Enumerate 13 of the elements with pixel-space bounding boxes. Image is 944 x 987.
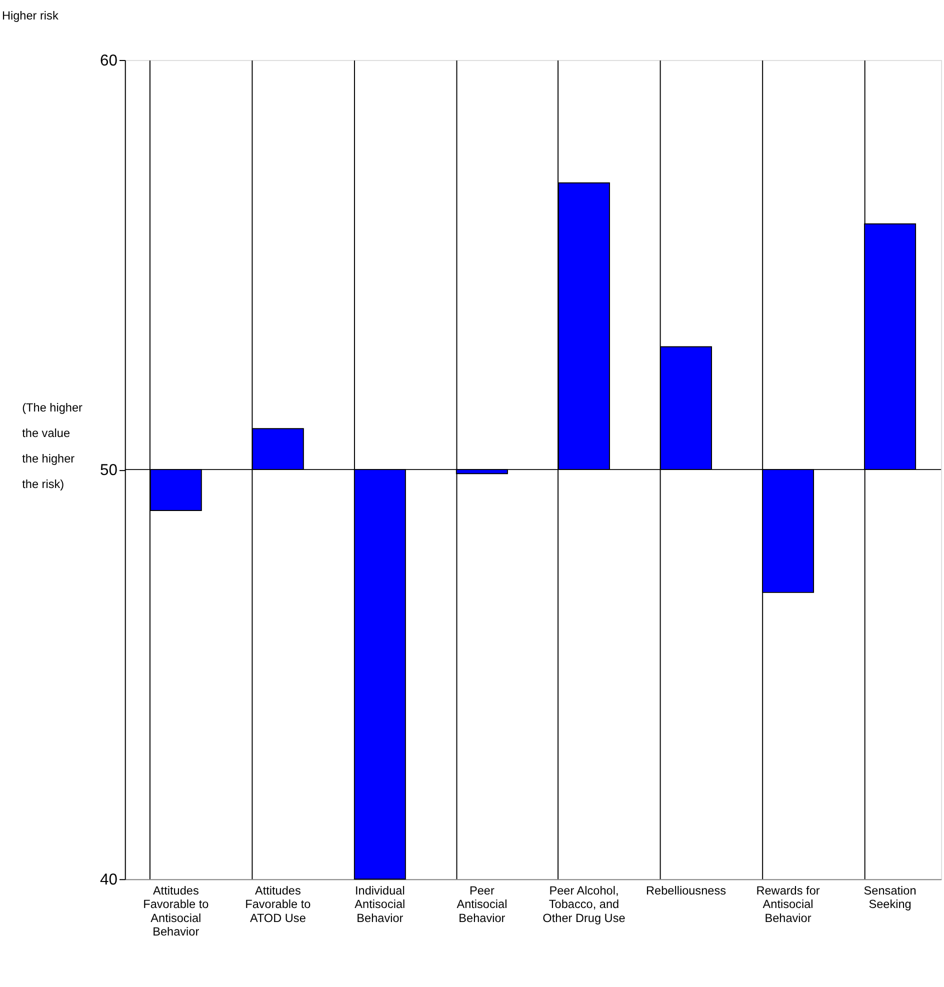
- x-tick-label: Individual Antisocial Behavior: [354, 883, 406, 925]
- y-tick-label: 40: [100, 872, 118, 889]
- y-axis-title: (The higher the value the higher the risk): [22, 400, 83, 492]
- y-tick-label: 60: [100, 52, 118, 70]
- x-tick-label: Rebelliousness: [646, 883, 726, 898]
- x-tick-label: Peer Alcohol, Tobacco, and Other Drug Use: [542, 883, 626, 925]
- x-tick-label: Rewards for Antisocial Behavior: [756, 883, 820, 925]
- text: Higher risk: [2, 8, 58, 23]
- x-tick-label: Peer Antisocial Behavior: [456, 883, 508, 925]
- x-tick-label: Sensation Seeking: [864, 883, 916, 912]
- x-tick-label: Attitudes Favorable to Antisocial Behavior: [143, 883, 210, 939]
- y-tick-label: 50: [100, 462, 118, 479]
- x-tick-label: Attitudes Favorable to ATOD Use: [245, 883, 312, 925]
